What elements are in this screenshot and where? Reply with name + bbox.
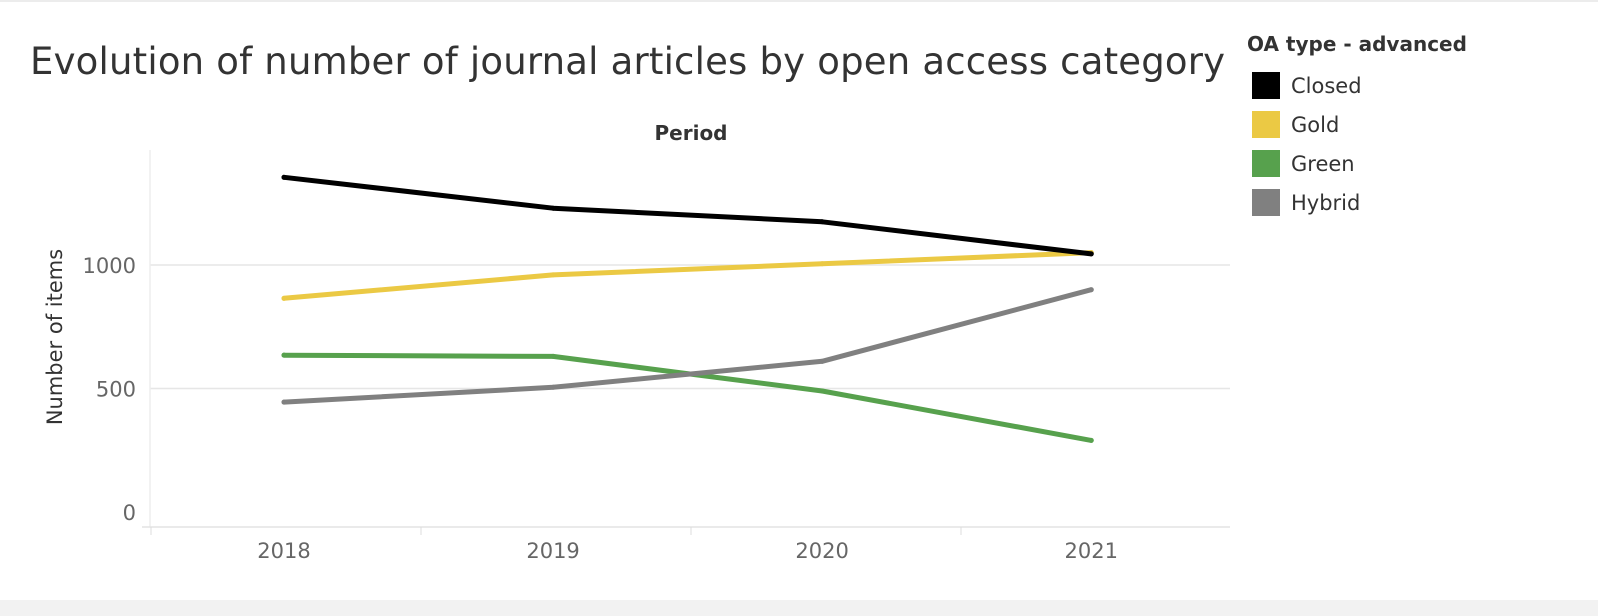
data-point-closed [550,205,556,211]
legend-label: Hybrid [1291,190,1361,215]
series-line-hybrid [281,287,1094,405]
data-point-hybrid [819,358,825,364]
y-tick-label: 1000 [83,254,136,278]
legend-items: Closed Gold Green Hybrid [1247,66,1467,222]
series-line-closed [281,174,1094,257]
y-tick-label: 0 [123,501,136,525]
data-point-closed [819,219,825,225]
legend-swatch [1252,111,1280,138]
legend-item-gold[interactable]: Gold [1247,105,1467,144]
x-axis-title: Period [655,121,728,145]
legend-item-hybrid[interactable]: Hybrid [1247,183,1467,222]
legend: OA type - advanced Closed Gold Green Hybrid [1247,32,1467,222]
data-point-closed [1088,251,1094,257]
legend-swatch [1252,72,1280,99]
data-point-gold [281,295,287,301]
x-tick-label: 2019 [526,539,579,563]
legend-item-green[interactable]: Green [1247,144,1467,183]
data-point-hybrid [1088,287,1094,293]
legend-label: Green [1291,151,1355,176]
legend-item-closed[interactable]: Closed [1247,66,1467,105]
y-tick-label: 500 [96,378,136,402]
x-tick-label: 2018 [257,539,310,563]
legend-swatch [1252,150,1280,177]
x-tick-label: 2021 [1065,539,1118,563]
chart-title: Evolution of number of journal articles … [30,40,1226,83]
data-point-green [1088,437,1094,443]
legend-swatch [1252,189,1280,216]
data-point-hybrid [550,384,556,390]
y-axis-title: Number of items [43,249,67,425]
legend-title: OA type - advanced [1247,32,1467,56]
line-chart-plot: 0 500 1000 2018 2019 2020 2021 Period Number of … [43,121,1230,563]
data-point-gold [550,272,556,278]
data-point-green [819,388,825,394]
data-point-green [550,353,556,359]
data-point-green [281,352,287,358]
x-tick-label: 2020 [795,539,848,563]
chart-canvas: Evolution of number of journal articles … [0,0,1598,600]
legend-label: Gold [1291,112,1340,137]
data-point-gold [819,261,825,267]
data-point-closed [281,174,287,180]
data-point-hybrid [281,399,287,405]
legend-label: Closed [1291,73,1362,98]
series-line-gold [281,250,1094,301]
